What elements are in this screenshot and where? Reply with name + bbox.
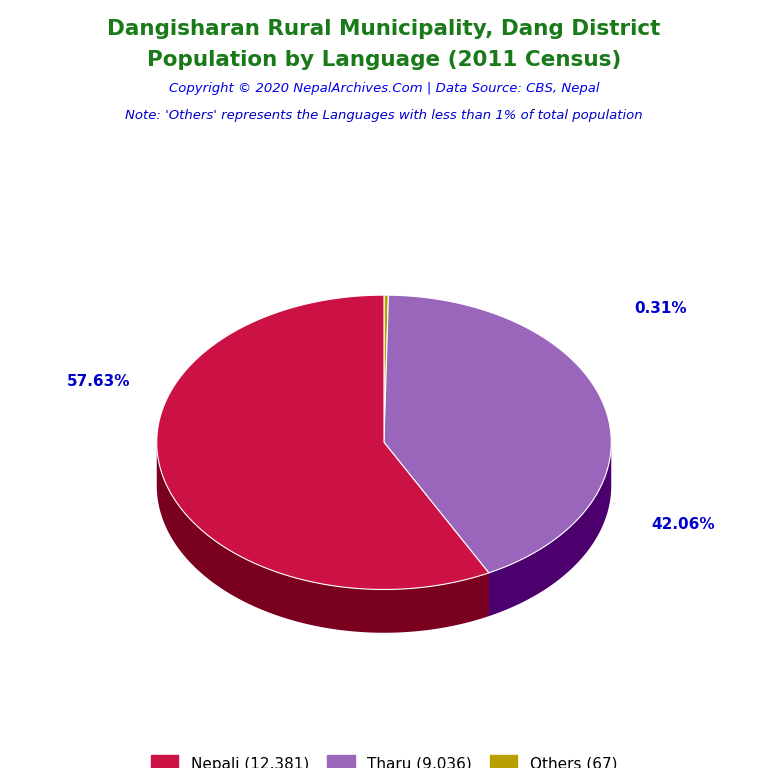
Text: 57.63%: 57.63% xyxy=(67,374,130,389)
Text: Dangisharan Rural Municipality, Dang District: Dangisharan Rural Municipality, Dang Dis… xyxy=(108,19,660,39)
Polygon shape xyxy=(157,442,488,633)
Text: 0.31%: 0.31% xyxy=(634,300,687,316)
Polygon shape xyxy=(384,442,488,616)
Text: Population by Language (2011 Census): Population by Language (2011 Census) xyxy=(147,50,621,70)
Polygon shape xyxy=(384,442,488,616)
Text: 42.06%: 42.06% xyxy=(650,517,714,532)
Polygon shape xyxy=(157,295,488,590)
Polygon shape xyxy=(488,442,611,616)
Text: Note: 'Others' represents the Languages with less than 1% of total population: Note: 'Others' represents the Languages … xyxy=(125,109,643,122)
Legend: Nepali (12,381), Tharu (9,036), Others (67): Nepali (12,381), Tharu (9,036), Others (… xyxy=(144,749,624,768)
Polygon shape xyxy=(384,295,389,442)
Text: Copyright © 2020 NepalArchives.Com | Data Source: CBS, Nepal: Copyright © 2020 NepalArchives.Com | Dat… xyxy=(169,82,599,95)
Polygon shape xyxy=(384,295,611,573)
